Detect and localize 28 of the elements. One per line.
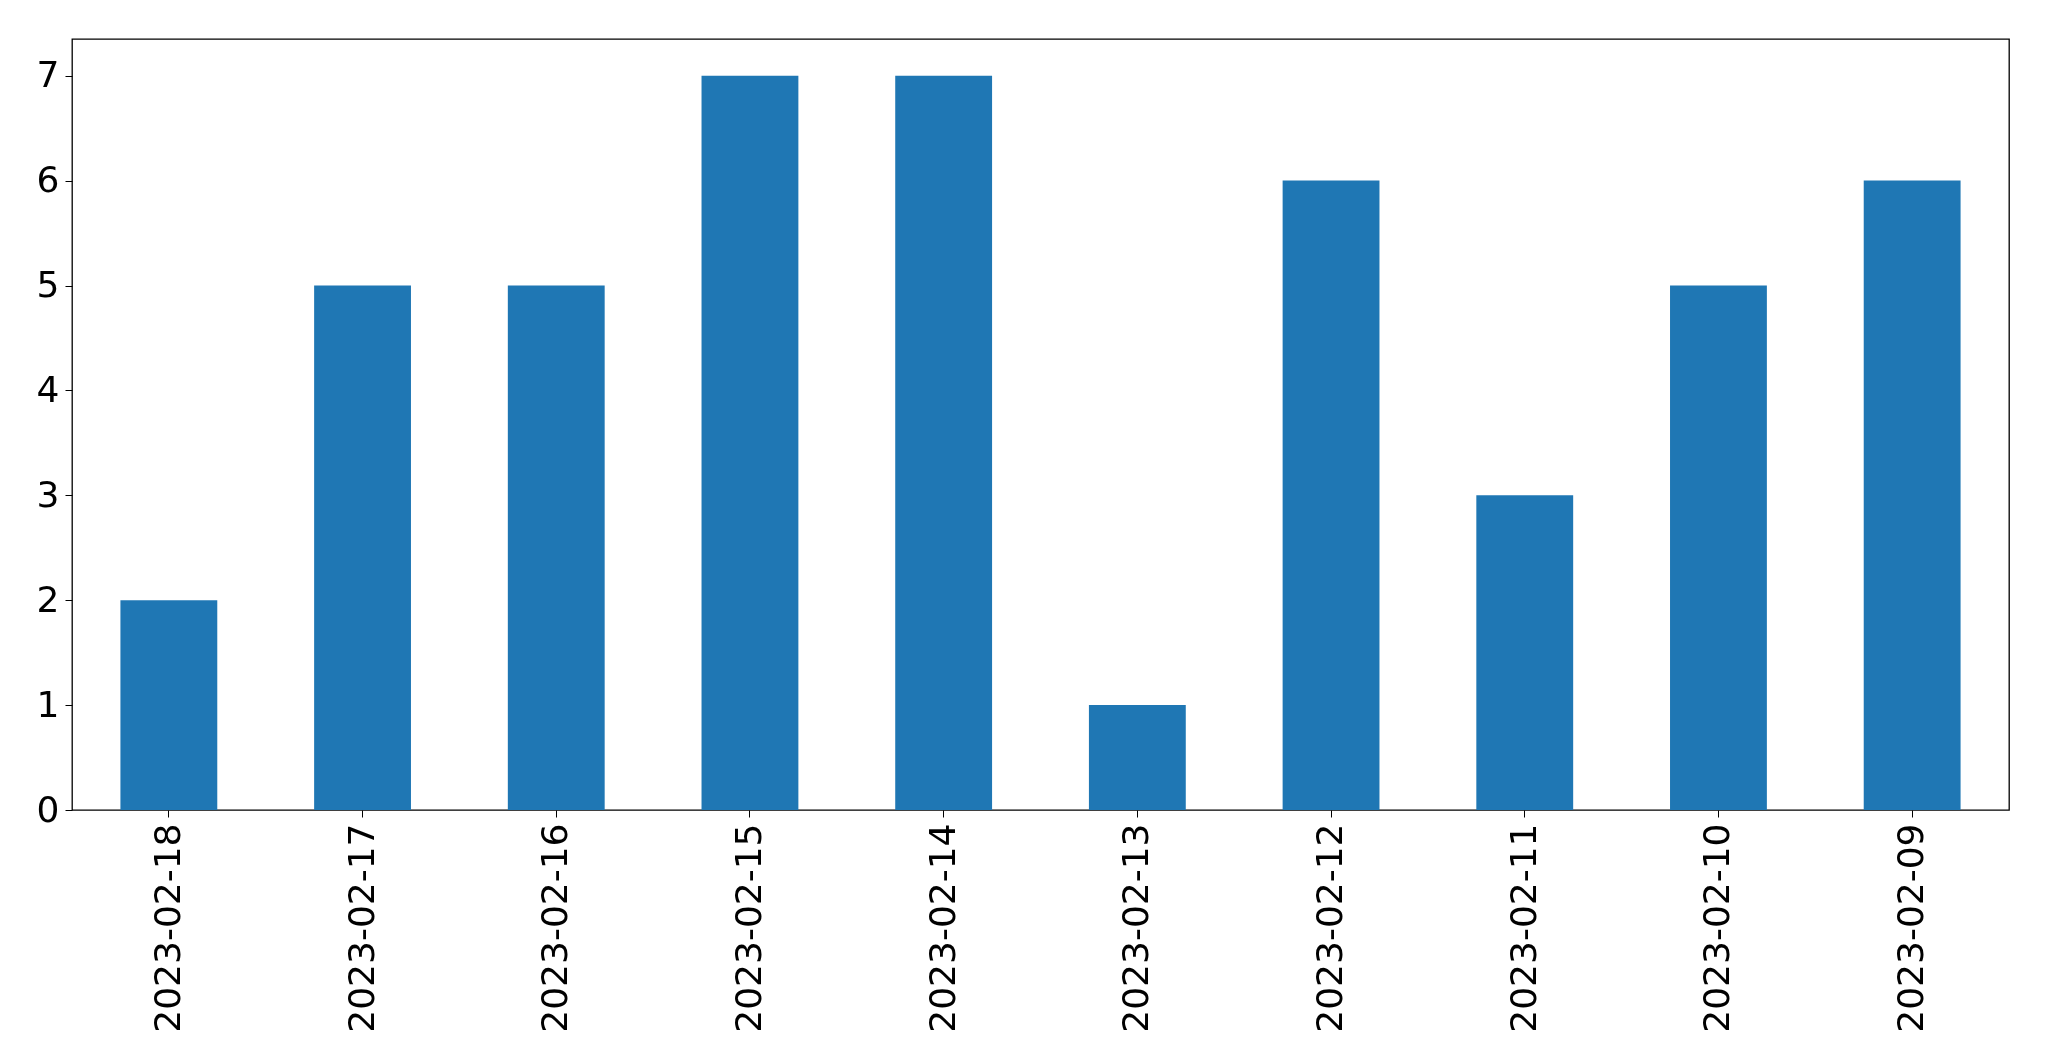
- bar: [1670, 285, 1767, 810]
- x-tick-label: 2023-02-12: [1309, 823, 1351, 1033]
- y-tick-label: 5: [36, 264, 60, 306]
- bar: [507, 285, 605, 810]
- bar: [1282, 180, 1380, 810]
- y-tick-label: 0: [36, 788, 60, 830]
- bar: [701, 75, 799, 810]
- y-tick-label: 6: [36, 159, 60, 201]
- x-tick-label: 2023-02-15: [727, 823, 769, 1033]
- x-tick-label: 2023-02-13: [1115, 823, 1157, 1033]
- bar: [895, 75, 993, 810]
- x-tick-label: 2023-02-18: [146, 823, 188, 1033]
- bar: [1863, 180, 1961, 810]
- x-tick-label: 2023-02-10: [1696, 823, 1738, 1033]
- y-tick-label: 7: [36, 54, 60, 96]
- bar: [1088, 705, 1186, 810]
- x-tick-label: 2023-02-09: [1890, 823, 1932, 1033]
- y-tick-label: 4: [36, 368, 60, 410]
- y-tick-label: 1: [36, 683, 60, 725]
- x-tick-label: 2023-02-16: [534, 823, 576, 1033]
- bar: [120, 600, 218, 810]
- x-tick-label: 2023-02-14: [921, 823, 963, 1033]
- bar: [1476, 495, 1574, 810]
- x-tick-label: 2023-02-11: [1502, 823, 1544, 1033]
- bar: [314, 285, 411, 810]
- x-tick-label: 2023-02-17: [340, 823, 382, 1033]
- y-tick-label: 2: [36, 578, 60, 620]
- y-tick-label: 3: [36, 473, 60, 515]
